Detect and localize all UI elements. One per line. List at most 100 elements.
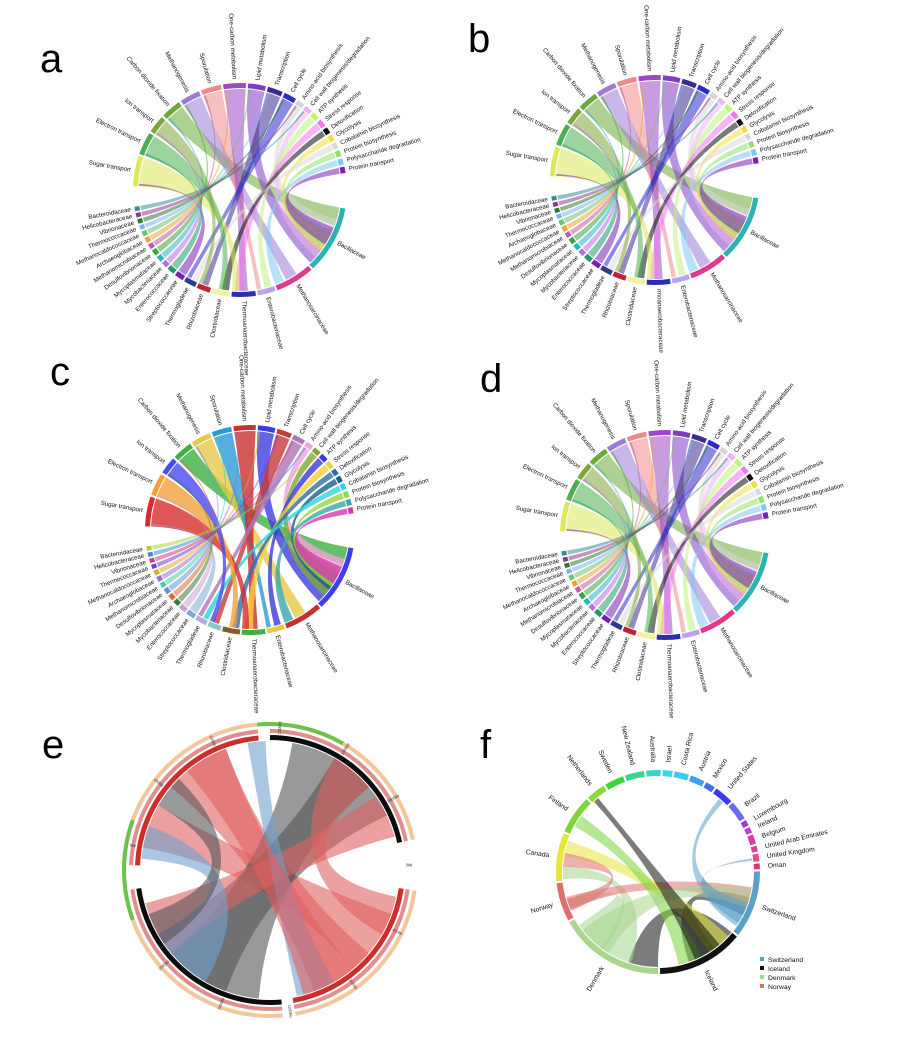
chord-ribbon: [213, 432, 271, 628]
function-arc: [180, 91, 201, 106]
function-label: Sporulation: [208, 394, 223, 427]
function-label: One-carbon metabolism: [237, 355, 247, 421]
country-label: Sweden: [596, 749, 613, 774]
function-label: Sporulation: [613, 44, 628, 77]
panel-letter-a: a: [40, 37, 63, 81]
family-arc: [161, 259, 170, 268]
function-arc: [556, 124, 571, 147]
family-arc: [568, 573, 575, 581]
family-arc: [591, 259, 602, 269]
family-label: Bacillaceae: [336, 240, 368, 262]
function-arc: [736, 118, 744, 127]
tick-label: 800kb: [208, 735, 217, 748]
family-arc: [723, 197, 759, 257]
function-arc: [616, 76, 637, 87]
family-arc: [574, 585, 582, 594]
family-arc: [646, 278, 671, 286]
function-label: Transcription: [283, 392, 302, 428]
tick-label: 800kb: [348, 978, 359, 990]
function-arc: [337, 158, 344, 166]
family-arc: [167, 265, 177, 274]
function-arc: [342, 490, 350, 499]
country-label: Denmark: [586, 965, 606, 993]
function-arc: [757, 495, 765, 504]
function-arc: [145, 496, 156, 527]
function-arc: [133, 155, 144, 187]
family-arc: [573, 242, 581, 251]
function-label: Sugar transport: [88, 159, 131, 174]
function-arc: [162, 458, 177, 476]
family-arc: [600, 265, 613, 276]
outer-track: [257, 722, 344, 746]
function-arc: [311, 447, 321, 457]
function-label: Lipid metabolism: [679, 381, 693, 428]
family-arc: [689, 254, 726, 279]
function-arc: [566, 479, 581, 502]
country-label: Iceland: [703, 970, 719, 993]
family-arc: [144, 235, 152, 243]
function-arc: [626, 431, 647, 442]
function-arc: [750, 148, 757, 157]
family-arc: [241, 628, 266, 635]
country-label: New Zealand: [620, 725, 636, 766]
function-label: Sugar transport: [100, 500, 143, 515]
legend-label: Norway: [768, 984, 792, 991]
chord-ribbon: [156, 477, 238, 628]
chord-ribbon: [705, 483, 754, 595]
country-arc: [689, 775, 705, 787]
panel-letter-e: e: [42, 723, 64, 767]
function-arc: [222, 82, 247, 90]
country-arc: [569, 919, 658, 974]
function-label: One-carbon metabolism: [227, 13, 237, 79]
country-label: Finland: [547, 794, 570, 813]
function-arc: [316, 119, 326, 129]
country-arc: [646, 770, 661, 777]
function-arc: [151, 474, 166, 497]
country-label: Oman: [768, 862, 787, 870]
chord-ribbon: [682, 463, 739, 631]
family-arc: [134, 205, 141, 212]
function-arc: [740, 125, 748, 134]
function-arc: [550, 146, 561, 177]
legend-swatch: [760, 966, 764, 970]
family-arc: [284, 604, 321, 629]
chord-ribbon: [283, 152, 336, 248]
family-label: Methanosarcinaceae: [294, 283, 330, 336]
function-label: Methanogenesis: [163, 50, 191, 93]
function-arc: [706, 439, 721, 450]
country-arc: [556, 833, 570, 882]
function-arc: [733, 458, 743, 468]
country-label: Costa Rica: [681, 732, 696, 766]
country-label: Austria: [698, 750, 713, 772]
function-arc: [596, 83, 617, 97]
function-arc: [760, 503, 767, 512]
chord-ribbon: [594, 798, 720, 960]
legend-swatch: [760, 975, 764, 979]
function-arc: [318, 453, 328, 463]
chord-ribbon: [223, 89, 248, 291]
chord-ribbon: [234, 431, 258, 629]
family-label: Thermoanaerobacteraceae: [665, 644, 675, 719]
country-arc: [740, 820, 749, 828]
family-label: Enterobacteriaceae: [264, 297, 284, 351]
function-label: Electron transport: [95, 117, 142, 145]
country-label: Brazil: [744, 792, 762, 808]
family-arc: [139, 223, 146, 230]
chord-ribbon: [267, 458, 324, 626]
family-arc: [153, 568, 160, 576]
family-arc: [186, 609, 197, 619]
family-label: Methanosarcinaceae: [718, 626, 754, 679]
function-arc: [211, 426, 232, 437]
chord-ribbon: [151, 498, 250, 629]
outer-track: [122, 819, 135, 921]
tick-label: 1200kb: [277, 720, 283, 734]
panel-letter-d: d: [480, 357, 502, 401]
family-arc: [561, 225, 569, 232]
country-label: Belgium: [761, 825, 787, 840]
function-label: Electron transport: [106, 458, 153, 486]
function-arc: [331, 468, 339, 477]
family-label: Clostridiaceae: [625, 286, 639, 326]
function-label: Transcription: [698, 397, 717, 433]
